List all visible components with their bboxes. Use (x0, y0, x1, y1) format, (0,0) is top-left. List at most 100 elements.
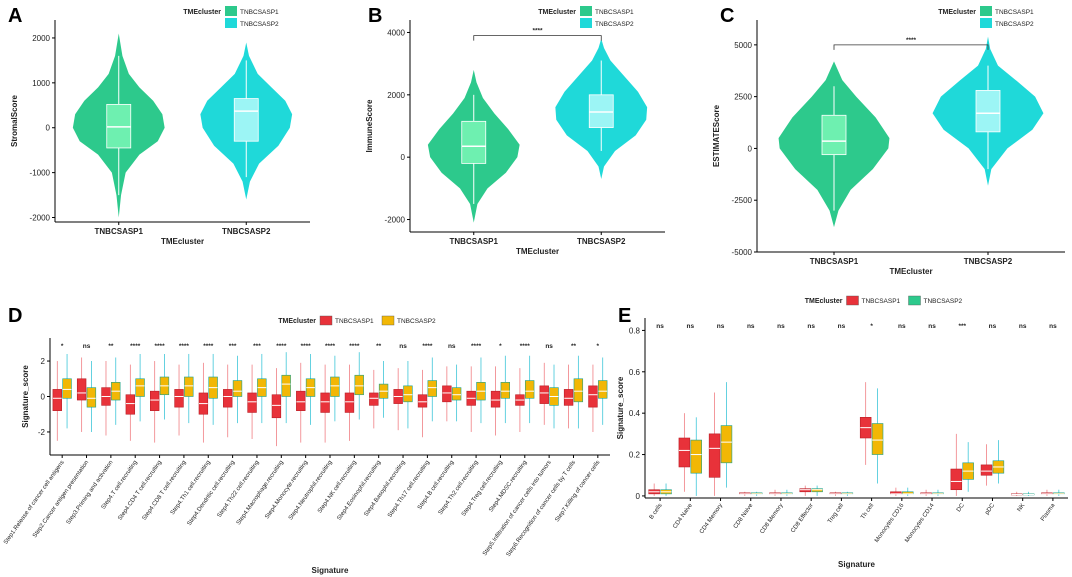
panel-label: A (8, 5, 22, 27)
significance-label: ns (747, 323, 755, 330)
box-body (125, 394, 136, 415)
legend-swatch (381, 315, 395, 326)
significance-label: **** (325, 343, 336, 350)
legend-swatch (908, 295, 921, 306)
box-body (76, 378, 87, 401)
x-tick-label: Step7.Killing of cancer cells (554, 460, 601, 524)
box-body (150, 390, 160, 411)
box-body (588, 94, 614, 128)
legend-label: TNBCSASP1 (335, 318, 374, 325)
x-tick-label: Step4.Basophil.recruiting (363, 460, 406, 518)
significance-label: ** (108, 343, 114, 350)
x-tick-label: TNBCSASP2 (577, 237, 626, 246)
x-axis-title: TMEcluster (161, 237, 204, 246)
y-axis-title: Signature_score (616, 376, 625, 439)
box-body (135, 378, 145, 397)
panel-label: B (368, 5, 382, 27)
box-body (573, 378, 584, 403)
significance-label: * (61, 343, 64, 350)
box-body (281, 374, 291, 397)
y-tick-label: 2000 (387, 91, 405, 100)
y-tick-label: 0 (46, 124, 51, 133)
box-body (598, 380, 608, 399)
significance-label: ns (656, 323, 664, 330)
x-tick-label: Step4.Th22 cell.recruiting (217, 460, 261, 519)
significance-label: ns (898, 323, 906, 330)
legend-label: TNBCSASP2 (240, 21, 279, 28)
significance-label: **** (349, 343, 360, 350)
significance-label: **** (276, 343, 287, 350)
significance-label: **** (155, 343, 166, 350)
significance-bracket (473, 35, 602, 41)
x-tick-label: Th cell (860, 503, 875, 521)
y-axis-title: ImmuneScore (365, 99, 374, 152)
legend-swatch (225, 6, 237, 16)
significance-label: ns (989, 323, 997, 330)
box-body (799, 488, 811, 493)
x-tick-label: CD4 Naive (672, 502, 694, 530)
box-body (563, 389, 574, 406)
legend-label: TNBCSASP2 (595, 21, 634, 28)
legend-swatch (580, 18, 592, 28)
y-tick-label: 1000 (32, 79, 50, 88)
y-tick-label: -2000 (30, 214, 51, 223)
box-body (588, 385, 598, 408)
box-body (344, 392, 355, 413)
x-tick-label: B cells (649, 503, 664, 521)
y-tick-label: 0 (748, 144, 753, 153)
x-tick-label: CD8 Effector (790, 503, 815, 534)
box-body (950, 468, 963, 491)
significance-label: * (499, 343, 502, 350)
box-body (247, 392, 257, 413)
y-tick-label: -2500 (732, 196, 753, 205)
significance-label: *** (958, 323, 966, 330)
x-tick-label: NK (1017, 503, 1027, 513)
legend-title: TMEcluster (183, 9, 221, 16)
legend-label: TNBCSASP1 (595, 9, 634, 16)
y-tick-label: 0.4 (629, 409, 641, 418)
panel-label: E (618, 305, 631, 327)
significance-bracket (833, 44, 989, 50)
legend-swatch (319, 315, 333, 326)
box-body (184, 376, 194, 397)
legend-label: TNBCSASP2 (995, 21, 1034, 28)
box-body (403, 385, 413, 403)
significance-label: ns (1049, 323, 1057, 330)
x-tick-label: Step3.Priming and activation (66, 460, 115, 526)
x-axis-title: Signature (838, 560, 875, 569)
box-body (86, 387, 97, 408)
x-tick-label: CD8 Naive (733, 502, 755, 530)
x-tick-label: Step4.CD4 T cell.recruiting (117, 460, 163, 522)
box-body (720, 425, 733, 464)
box-body (451, 387, 462, 401)
significance-label: ns (399, 343, 407, 350)
box-body (490, 390, 501, 408)
y-tick-label: 0 (401, 153, 406, 162)
x-tick-label: Step4.Dendritic cell.recruiting (187, 460, 237, 527)
significance-label: ns (687, 323, 695, 330)
x-tick-label: TNBCSASP1 (95, 227, 144, 236)
box-body (980, 464, 993, 476)
box-body (427, 380, 437, 397)
box-body (271, 394, 282, 419)
legend-title: TMEcluster (805, 298, 843, 305)
significance-label: **** (520, 343, 531, 350)
y-tick-label: 2 (41, 357, 46, 366)
x-tick-label: Step4.Eosinophil.recruiting (336, 460, 382, 522)
significance-label: *** (253, 343, 261, 350)
significance-label: * (597, 343, 600, 350)
box-body (524, 380, 535, 399)
x-tick-label: DC (956, 502, 966, 513)
x-tick-label: Step4.Neutrophil.recruiting (288, 460, 334, 522)
significance-label: ns (1019, 323, 1027, 330)
box-body (223, 389, 233, 408)
x-tick-label: Step4.Th17 cell.recruiting (387, 460, 431, 519)
panel-label: D (8, 305, 22, 327)
x-tick-label: pDC (984, 502, 996, 516)
y-axis-title: StromalScore (10, 94, 19, 147)
y-tick-label: -2 (38, 428, 46, 437)
significance-label: **** (422, 343, 433, 350)
significance-label: **** (532, 28, 543, 35)
x-tick-label: CD8 Memory (759, 503, 784, 535)
x-tick-label: CD4 Memory (699, 503, 724, 535)
